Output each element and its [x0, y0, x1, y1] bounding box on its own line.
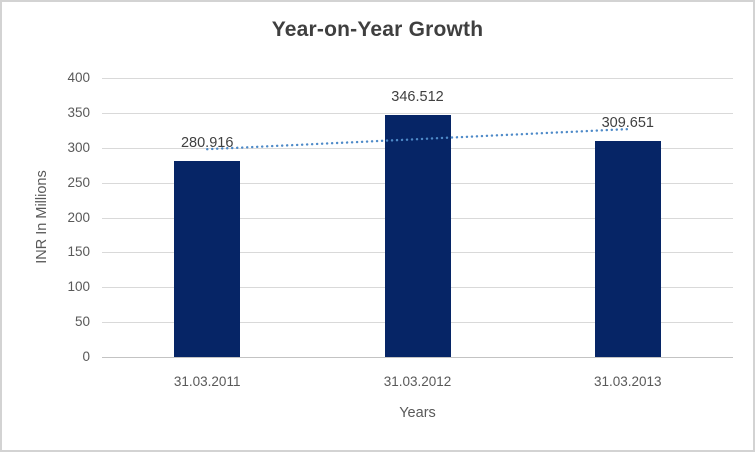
y-tick-label: 350	[67, 104, 90, 120]
trendline	[205, 127, 629, 151]
x-tick-label: 31.03.2011	[173, 374, 241, 389]
bar-data-label: 280.916	[180, 135, 234, 152]
y-tick-label: 50	[74, 314, 90, 330]
y-tick-label: 400	[67, 70, 90, 85]
plot-area: 280.916 346.512 309.651	[102, 78, 733, 358]
y-tick-label: 300	[67, 139, 90, 155]
y-tick-label: 150	[67, 244, 90, 260]
x-axis-line	[102, 357, 733, 358]
y-tick-label: 0	[82, 349, 90, 364]
x-tick-label: 31.03.2013	[594, 374, 662, 389]
bar	[384, 115, 451, 357]
gridline	[102, 78, 733, 79]
bar-data-label: 309.651	[601, 115, 654, 131]
y-tick-label: 100	[67, 279, 90, 295]
y-tick-label: 200	[67, 209, 90, 225]
bar	[594, 141, 661, 357]
gridline	[102, 112, 733, 114]
x-tick-label: 31.03.2012	[383, 374, 452, 389]
bar	[174, 161, 241, 357]
bar-data-label: 346.512	[391, 89, 444, 106]
y-tick-label: 250	[67, 174, 90, 190]
x-axis-title: Years	[399, 405, 436, 421]
chart-title: Year-on-Year Growth	[271, 18, 484, 41]
